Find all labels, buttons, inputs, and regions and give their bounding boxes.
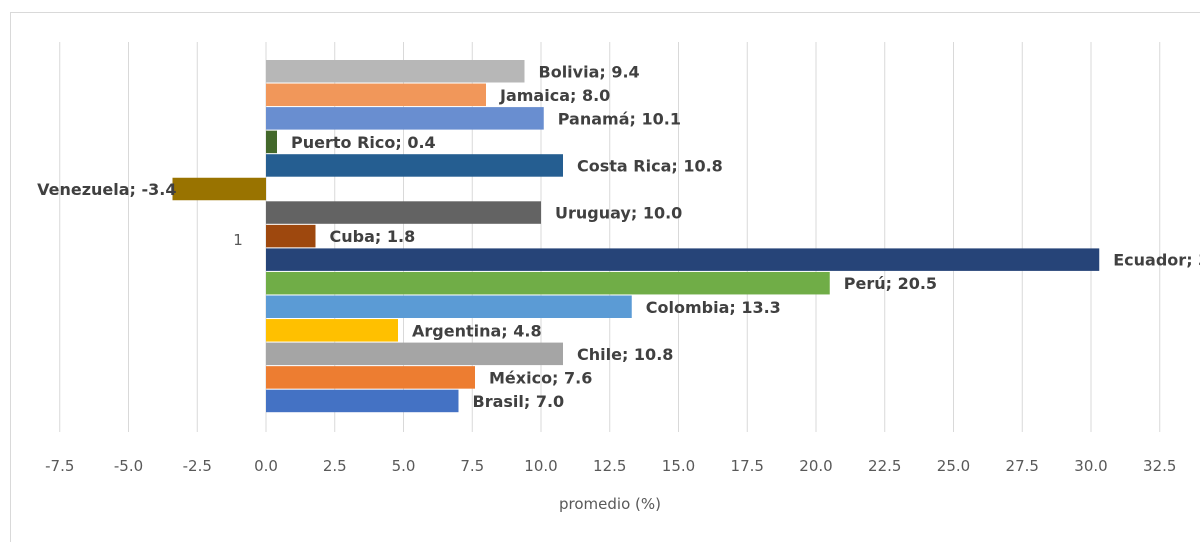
bar-panam-: [266, 107, 544, 130]
x-tick-label: 22.5: [868, 457, 901, 475]
bar-bolivia: [266, 60, 525, 83]
bar-costa-rica: [266, 154, 563, 177]
data-label-chile: Chile; 10.8: [577, 345, 673, 364]
data-label-uruguay: Uruguay; 10.0: [555, 204, 682, 223]
x-tick-label: 30.0: [1074, 457, 1107, 475]
data-labels: Brasil; 7.0 México; 7.6 Chile; 10.8 Argenti…: [37, 62, 1200, 411]
gridlines: [59, 42, 1161, 432]
bar-cuba: [266, 224, 316, 248]
x-axis-title: promedio (%): [559, 495, 661, 513]
bar-argentina: [266, 319, 398, 342]
bar-m-xico: [266, 366, 475, 389]
data-label-puerto-rico: Puerto Rico; 0.4: [291, 133, 436, 152]
bar-per-: [266, 271, 830, 295]
data-label-ecuador: Ecuador; 30.3: [1113, 251, 1200, 270]
x-tick-label: -2.5: [183, 457, 212, 475]
data-label-per-: Perú; 20.5: [844, 274, 937, 293]
bar-brasil: [266, 389, 459, 413]
data-label-argentina: Argentina; 4.8: [412, 321, 542, 340]
x-tick-label: 10.0: [524, 457, 557, 475]
category-label: 1: [233, 231, 243, 249]
x-tick-label: 5.0: [392, 457, 416, 475]
x-tick-label: 0.0: [254, 457, 278, 475]
x-tick-label: -5.0: [114, 457, 143, 475]
x-tick-label: 20.0: [799, 457, 832, 475]
data-label-brasil: Brasil; 7.0: [473, 392, 565, 411]
x-axis-ticks: -7.5 -5.0 -2.5 0.0 2.5 5.0 7.5 10.0 12.5 15.0 17.5…: [45, 457, 1176, 475]
bar-ecuador: [266, 248, 1100, 271]
x-tick-label: 12.5: [593, 457, 626, 475]
x-tick-label: 2.5: [323, 457, 347, 475]
bars: [172, 60, 1100, 413]
data-label-costa-rica: Costa Rica; 10.8: [577, 156, 723, 175]
data-label-jamaica: Jamaica; 8.0: [499, 86, 610, 105]
data-label-bolivia: Bolivia; 9.4: [539, 62, 640, 81]
x-tick-label: -7.5: [45, 457, 74, 475]
data-label-venezuela: Venezuela; -3.4: [37, 180, 176, 199]
bar-jamaica: [266, 83, 486, 107]
bar-colombia: [266, 295, 632, 318]
x-tick-label: 25.0: [937, 457, 970, 475]
bar-venezuela: [172, 177, 266, 201]
data-label-cuba: Cuba; 1.8: [330, 227, 416, 246]
bar-puerto-rico: [266, 130, 277, 154]
bar-chile: [266, 342, 563, 366]
x-tick-label: 17.5: [731, 457, 764, 475]
x-tick-label: 15.0: [662, 457, 695, 475]
x-tick-label: 27.5: [1006, 457, 1039, 475]
x-tick-label: 32.5: [1143, 457, 1176, 475]
data-label-colombia: Colombia; 13.3: [646, 298, 781, 317]
data-label-m-xico: México; 7.6: [489, 368, 592, 387]
x-tick-label: 7.5: [460, 457, 484, 475]
data-label-panam-: Panamá; 10.1: [558, 109, 681, 128]
bar-uruguay: [266, 201, 541, 224]
